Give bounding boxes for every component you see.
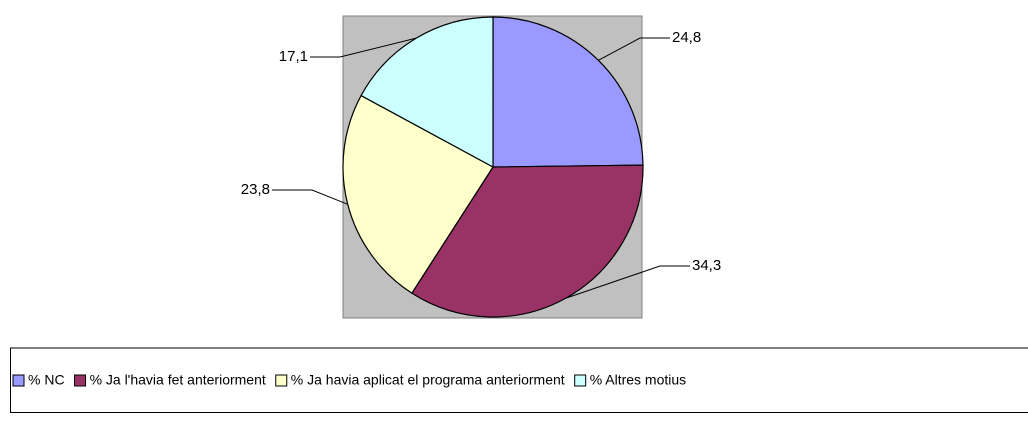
- legend-swatch: [275, 374, 288, 387]
- leader-line: [310, 37, 417, 58]
- leader-line: [598, 37, 670, 61]
- legend-label: % Altres motius: [590, 372, 686, 388]
- pie-slice: [492, 16, 644, 168]
- pie-slice: [360, 16, 494, 169]
- leader-line: [272, 189, 348, 205]
- legend-swatch: [74, 374, 87, 387]
- data-label: 23,8: [241, 181, 270, 198]
- legend-swatch: [12, 374, 25, 387]
- legend-box: [10, 347, 1028, 413]
- pie-slice: [342, 94, 494, 294]
- legend-label: % Ja havia aplicat el programa anteriorm…: [291, 372, 565, 388]
- data-label: 34,3: [692, 257, 721, 274]
- legend-label: % NC: [28, 372, 65, 388]
- legend-swatch: [574, 374, 587, 387]
- legend-label: % Ja l'havia fet anteriorment: [90, 372, 266, 388]
- data-label: 24,8: [672, 29, 701, 46]
- leader-line: [565, 265, 690, 299]
- data-label: 17,1: [279, 48, 308, 65]
